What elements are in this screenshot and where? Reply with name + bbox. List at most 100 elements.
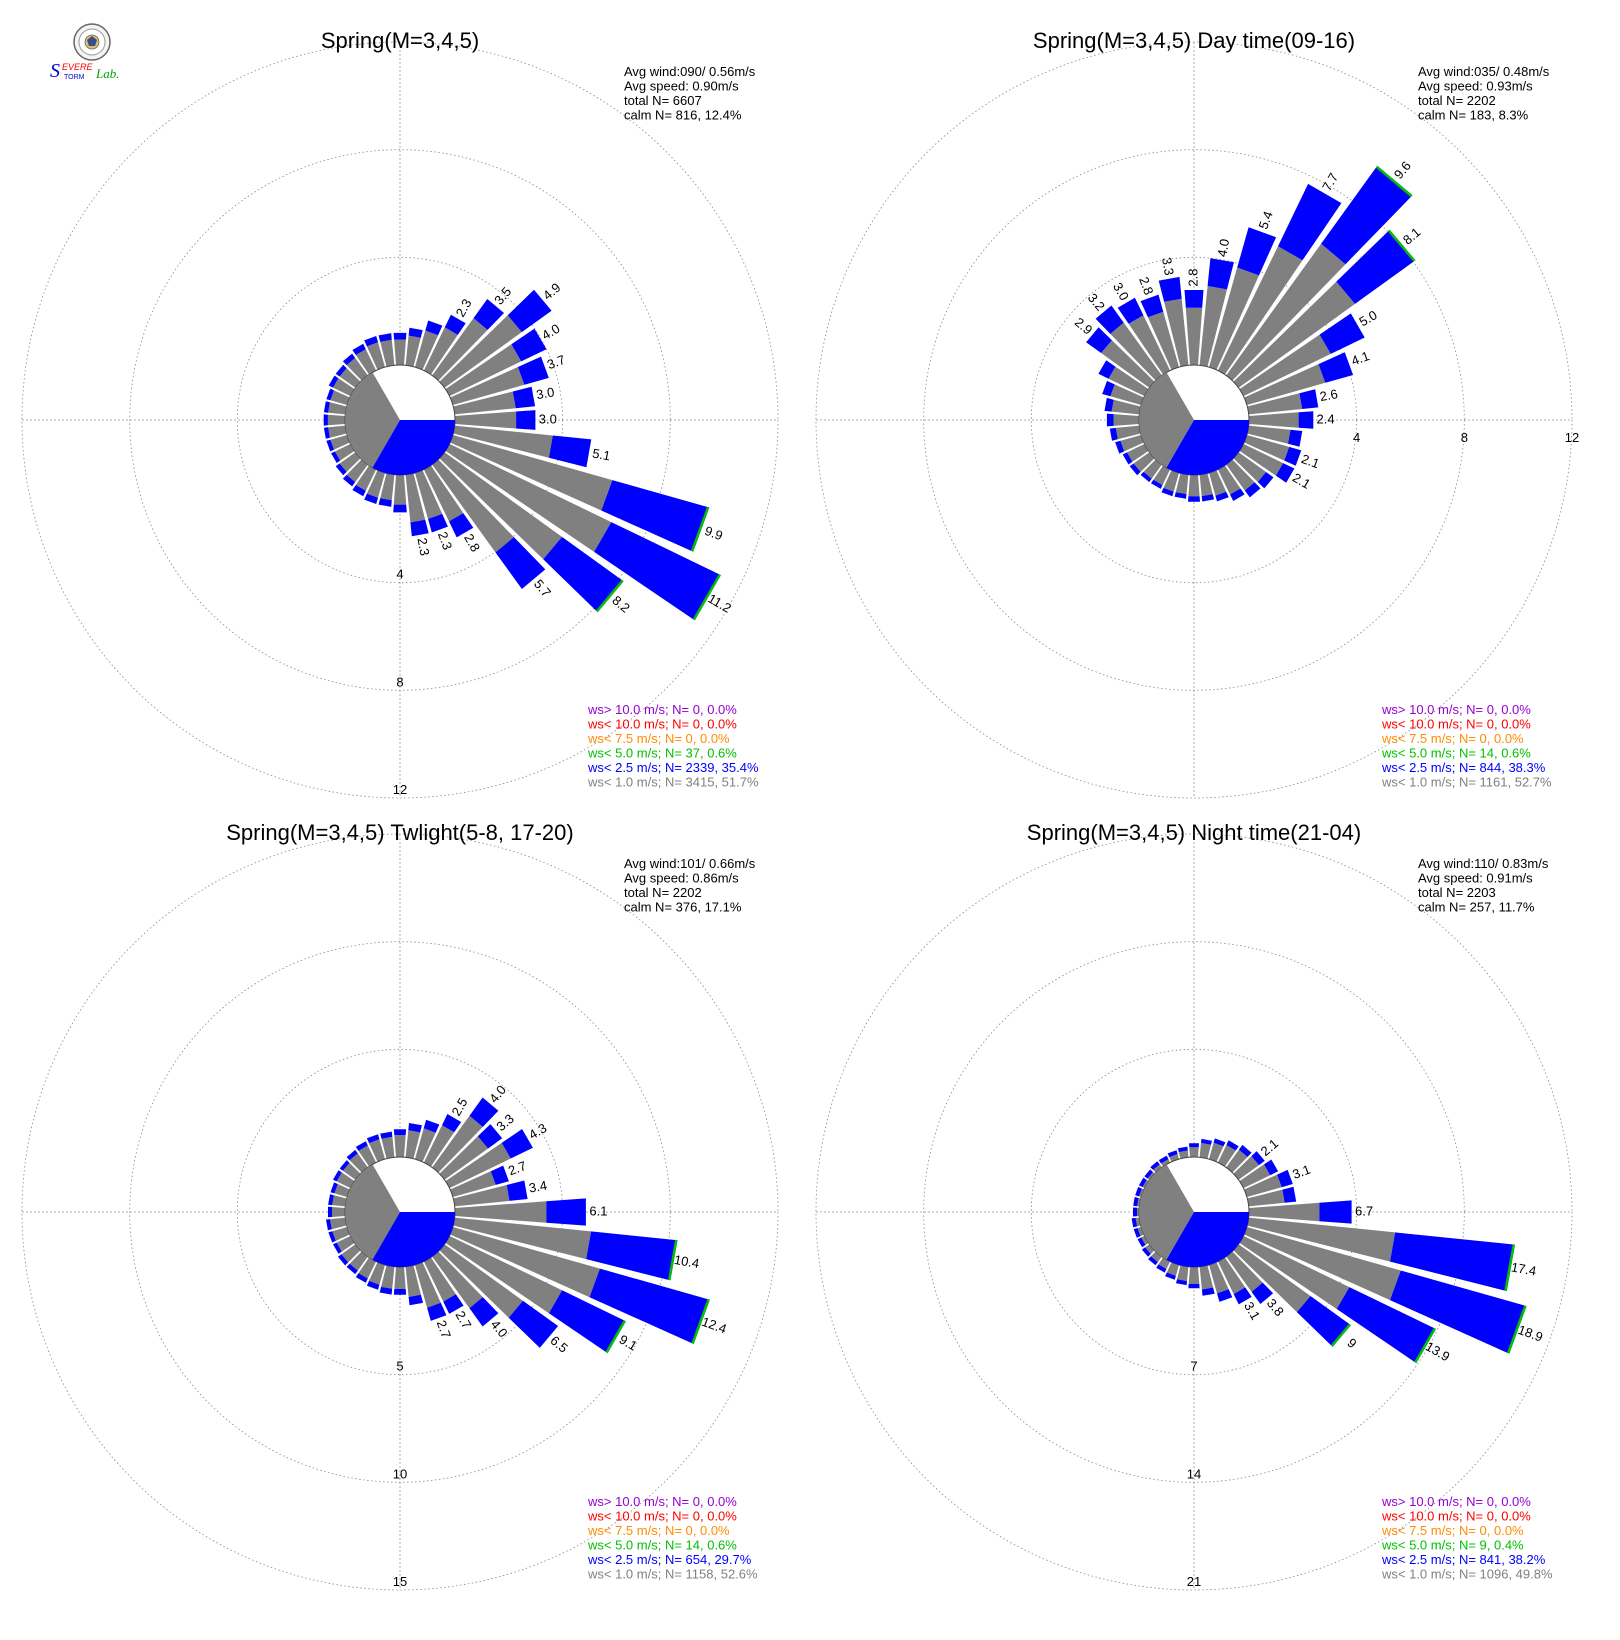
- petal-gray: [1239, 1164, 1271, 1189]
- petal-gray: [369, 1262, 385, 1285]
- petal-blue: [335, 364, 347, 377]
- data-label: 3.8: [1264, 1296, 1287, 1319]
- petal-gray: [1141, 1235, 1149, 1245]
- stats-avg-wind: Avg wind:110/ 0.83m/s: [1418, 856, 1549, 871]
- petal-blue: [337, 1254, 349, 1266]
- petal-gray: [1239, 443, 1284, 476]
- ring: [129, 941, 671, 1483]
- legend-entry: ws< 5.0 m/s; N= 37, 0.6%: [587, 746, 737, 761]
- ring-label: 10: [393, 1466, 407, 1481]
- petal-blue: [1129, 463, 1141, 476]
- ring: [815, 833, 1573, 1591]
- petal-gray: [445, 1142, 511, 1189]
- petal-blue: [408, 1294, 423, 1306]
- legend-entry: ws< 2.5 m/s; N= 841, 38.2%: [1381, 1552, 1546, 1567]
- stats-total-n: total N= 6607: [624, 93, 702, 108]
- petal-gray: [1110, 384, 1144, 405]
- petal-gray: [1199, 1142, 1211, 1159]
- petal-blue: [352, 343, 366, 355]
- petal-blue: [1133, 1207, 1137, 1217]
- petal-gray: [1209, 1262, 1229, 1294]
- petal-blue: [1257, 472, 1274, 489]
- petal-blue: [346, 1263, 358, 1275]
- petal-blue: [1299, 389, 1319, 409]
- calm-sector-gray: [1139, 372, 1194, 468]
- petal-blue: [1251, 1282, 1274, 1304]
- petal-blue: [1131, 1217, 1138, 1228]
- petal-gray: [1113, 414, 1140, 426]
- petal-blue: [1288, 429, 1303, 447]
- ring-label: 14: [1187, 1466, 1201, 1481]
- petal-gray: [355, 349, 377, 375]
- ring: [129, 149, 671, 691]
- stats-total-n: total N= 2203: [1418, 885, 1496, 900]
- petal-blue: [449, 513, 474, 538]
- petal-gray: [454, 411, 517, 429]
- data-label: 2.8: [1185, 269, 1200, 287]
- petal-gray: [358, 1145, 377, 1167]
- petal-blue: [469, 1097, 499, 1127]
- petal-gray: [1247, 1217, 1396, 1262]
- petal-gray: [341, 1244, 361, 1263]
- data-label: 5.0: [1356, 307, 1379, 329]
- calm-sector-blue: [372, 1212, 455, 1267]
- calm-sector-blue: [1166, 420, 1249, 475]
- petal-gray: [439, 1136, 489, 1180]
- petal-gray: [405, 473, 426, 523]
- stats-calm-n: calm N= 816, 12.4%: [624, 108, 742, 123]
- petal-blue: [1165, 1272, 1176, 1280]
- petal-gray: [432, 459, 514, 553]
- data-label: 2.8: [1136, 275, 1156, 297]
- petal-gray: [1244, 364, 1326, 405]
- petal-gray: [1209, 267, 1259, 370]
- petal-gray: [1115, 425, 1141, 440]
- petal-gray: [1244, 1174, 1282, 1197]
- petal-blue: [1140, 471, 1152, 483]
- petal-gray: [339, 452, 361, 472]
- petal-green: [1414, 1327, 1436, 1364]
- petal-blue: [380, 1131, 393, 1139]
- wind-rose-night-time: Spring(M=3,4,5) Night time(21-04) Avg wi…: [815, 820, 1573, 1591]
- petal-gray: [1166, 1262, 1179, 1276]
- petal-blue: [1244, 482, 1261, 498]
- petal-blue: [352, 485, 366, 497]
- petal-blue: [594, 522, 721, 621]
- petal-gray: [1217, 1145, 1236, 1167]
- data-label: 2.5: [448, 1095, 470, 1118]
- petal-gray: [1108, 366, 1149, 397]
- petal-gray: [346, 357, 368, 381]
- petal-gray: [1233, 1244, 1311, 1313]
- petal-gray: [1248, 412, 1299, 428]
- petal-gray: [334, 443, 355, 461]
- legend-entry: ws< 7.5 m/s; N= 0, 0.0%: [587, 731, 730, 746]
- petal-green: [1387, 229, 1416, 262]
- petal-gray: [1185, 307, 1203, 366]
- data-label: 2.1: [1299, 451, 1321, 471]
- petal-blue: [1151, 479, 1163, 489]
- stats-avg-speed: Avg speed: 0.91m/s: [1418, 871, 1533, 886]
- petal-blue: [516, 410, 536, 430]
- data-label: 3.7: [545, 352, 567, 372]
- petal-blue: [1188, 496, 1200, 502]
- petal-blue: [1237, 227, 1277, 276]
- legend-entry: ws< 2.5 m/s; N= 654, 29.7%: [587, 1552, 752, 1567]
- calm-sector-gray: [345, 1164, 400, 1260]
- legend-entry: ws< 5.0 m/s; N= 9, 0.4%: [1381, 1538, 1524, 1553]
- data-label: 2.3: [453, 296, 475, 319]
- legend-entry: ws> 10.0 m/s; N= 0, 0.0%: [1381, 1494, 1531, 1509]
- petal-blue: [1104, 397, 1114, 412]
- petal-green: [1330, 1323, 1351, 1347]
- petal-blue: [328, 1206, 332, 1218]
- wind-rose-twilight: Spring(M=3,4,5) Twlight(5-8, 17-20) Avg …: [21, 820, 779, 1591]
- petal-blue: [1122, 452, 1133, 465]
- petal-blue: [506, 1180, 528, 1201]
- data-label: 18.9: [1516, 1322, 1545, 1345]
- petal-blue: [1158, 1155, 1169, 1164]
- petal-blue: [601, 480, 710, 552]
- calm-sector-gray: [345, 372, 400, 468]
- petal-gray: [1175, 473, 1189, 494]
- petal-blue: [1278, 183, 1342, 261]
- petal-gray: [1177, 1265, 1189, 1282]
- petal-gray: [405, 1130, 421, 1159]
- petal-blue: [1141, 1247, 1151, 1257]
